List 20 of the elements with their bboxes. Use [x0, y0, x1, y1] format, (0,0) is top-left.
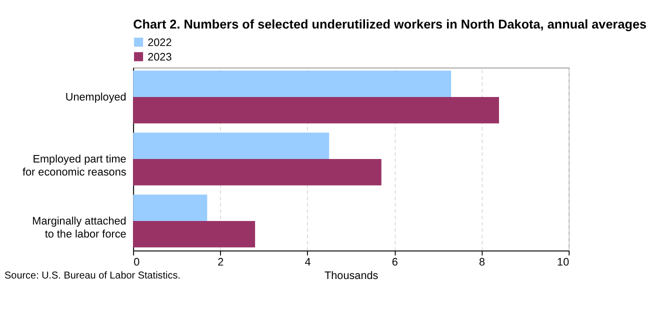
legend-label: 2022 — [148, 36, 172, 49]
x-tick-label: 0 — [134, 256, 140, 268]
y-tick-label: Employed part time for economic reasons — [22, 154, 127, 178]
y-tick-label: Marginally attached to the labor force — [32, 216, 126, 240]
chart-title: Chart 2. Numbers of selected underutilized workers in North Dakota, annual averages — [133, 18, 647, 32]
bar — [133, 194, 208, 222]
bar — [133, 70, 452, 97]
bar — [133, 221, 256, 248]
x-tick-label: 8 — [479, 256, 486, 268]
x-tick-label: 2 — [218, 256, 224, 268]
x-tick-label: 4 — [304, 256, 311, 268]
bar — [133, 97, 499, 124]
bar — [133, 159, 382, 186]
y-tick-label: Unemployed — [65, 92, 126, 104]
x-tick-label: 10 — [557, 256, 570, 268]
source-note: Source: U.S. Bureau of Labor Statistics. — [4, 270, 180, 282]
bar — [133, 132, 330, 160]
x-axis-title: Thousands — [324, 270, 379, 282]
x-tick-label: 6 — [392, 256, 398, 268]
legend-label: 2023 — [148, 51, 172, 64]
